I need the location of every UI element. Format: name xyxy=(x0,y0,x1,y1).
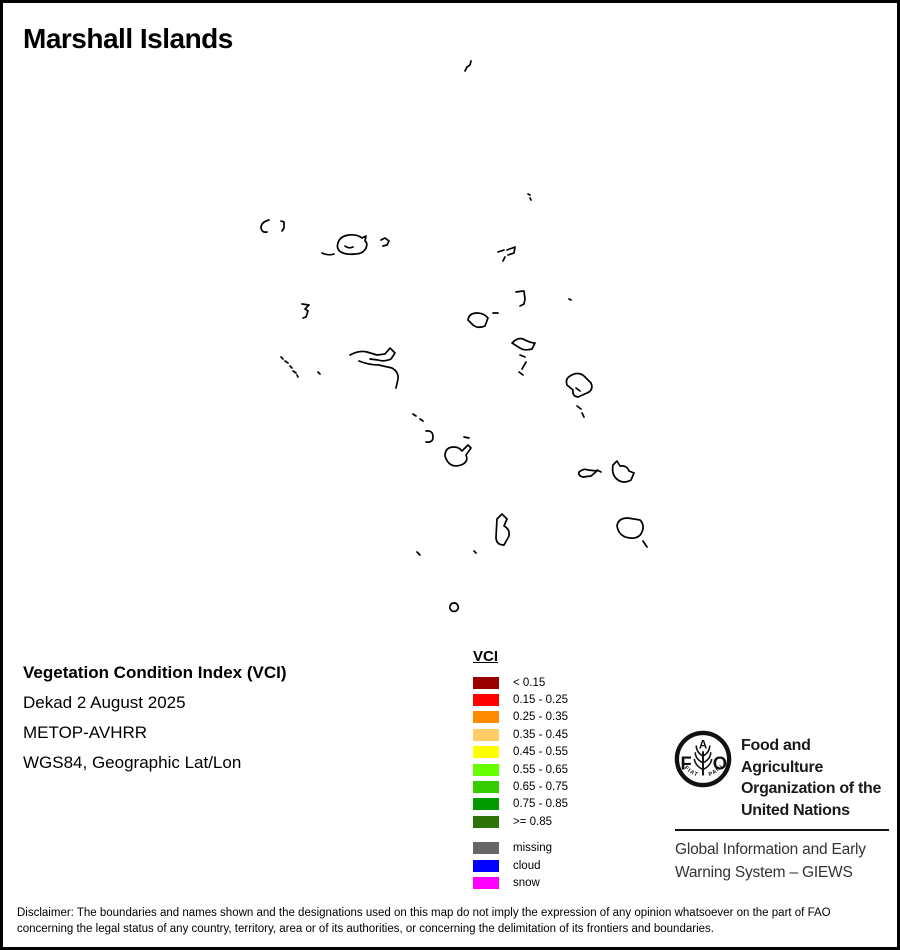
disclaimer-text: Disclaimer: The boundaries and names sho… xyxy=(17,906,889,937)
island-outline-atoll-11 xyxy=(280,356,299,378)
map-info-block: Vegetation Condition Index (VCI) Dekad 2… xyxy=(23,658,287,778)
legend-swatch xyxy=(473,746,499,759)
giews-line: Warning System – GIEWS xyxy=(675,864,853,881)
branding-divider xyxy=(675,829,889,831)
legend-label: 0.75 - 0.85 xyxy=(513,798,568,811)
island-outline-atoll-19 xyxy=(616,517,648,548)
island-outline-islet-5 xyxy=(412,413,424,422)
island-outline-atoll-2 xyxy=(527,193,532,201)
island-outline-atoll-17 xyxy=(611,460,635,483)
island-outline-atoll-5 xyxy=(380,237,390,247)
legend-swatch xyxy=(473,728,499,741)
island-outline-atoll-4 xyxy=(321,233,368,256)
island-outline-atoll-20 xyxy=(449,602,460,613)
legend-row: >= 0.85 xyxy=(473,813,568,830)
island-outline-atoll-13 xyxy=(565,372,593,418)
island-outline-atoll-14 xyxy=(425,430,434,443)
legend-row: < 0.15 xyxy=(473,674,568,691)
legend-row: 0.65 - 0.75 xyxy=(473,778,568,795)
page-title: Marshall Islands xyxy=(23,23,233,54)
fao-org-line: United Nations xyxy=(741,801,850,819)
vci-legend: VCI < 0.15 0.15 - 0.25 0.25 - 0.35 0.35 - 0… xyxy=(473,648,568,892)
island-outline-atoll-16 xyxy=(577,468,602,478)
island-outline-atoll-15 xyxy=(444,444,472,467)
legend-swatch xyxy=(473,781,499,794)
island-outline-atoll-18 xyxy=(495,513,510,546)
disclaimer-line: Disclaimer: The boundaries and names sho… xyxy=(17,907,831,919)
fao-org-name: Food and Agriculture Organization of the U… xyxy=(741,730,890,821)
legend-label: missing xyxy=(513,842,552,855)
legend-label: 0.15 - 0.25 xyxy=(513,694,568,707)
giews-label: Global Information and Early Warning Syst… xyxy=(675,838,890,884)
legend-swatch xyxy=(473,711,499,724)
legend-label: 0.25 - 0.35 xyxy=(513,711,568,724)
legend-row: cloud xyxy=(473,857,568,874)
legend-title: VCI xyxy=(473,648,499,665)
logo-letter-a: A xyxy=(699,738,708,751)
info-line: WGS84, Geographic Lat/Lon xyxy=(23,753,242,772)
giews-line: Global Information and Early xyxy=(675,841,866,858)
island-outline-islet-8 xyxy=(473,550,477,554)
legend-row: 0.25 - 0.35 xyxy=(473,709,568,726)
island-outline-atoll-6 xyxy=(497,246,516,262)
legend-label: < 0.15 xyxy=(513,676,546,689)
island-outline-atoll-7 xyxy=(301,303,310,319)
info-line: METOP-AVHRR xyxy=(23,723,148,742)
island-outline-islet-1 xyxy=(568,298,572,301)
island-outline-islet-7 xyxy=(416,551,421,556)
legend-swatch xyxy=(473,798,499,811)
fao-header: F A O FIAT PANIS Food and Agriculture Org… xyxy=(674,730,890,821)
island-outline-islet-6 xyxy=(463,436,470,439)
info-lines: Dekad 2 August 2025 METOP-AVHRR WGS84, Geo… xyxy=(23,688,287,778)
legend-label: >= 0.85 xyxy=(513,815,553,828)
legend-label: 0.55 - 0.65 xyxy=(513,763,568,776)
legend-label: 0.65 - 0.75 xyxy=(513,781,568,794)
logo-letter-o: O xyxy=(713,753,727,774)
island-outline-atoll-1 xyxy=(464,60,472,72)
legend-swatch xyxy=(473,815,499,828)
info-heading: Vegetation Condition Index (VCI) xyxy=(23,663,287,682)
fao-org-line: Food and Agriculture xyxy=(741,737,824,776)
island-outline-islet-4 xyxy=(317,371,321,375)
fao-branding-block: F A O FIAT PANIS Food and Agriculture Org… xyxy=(674,730,890,884)
legend-special-list: missing cloud snow xyxy=(473,840,568,892)
disclaimer-line: concerning the legal status of any count… xyxy=(17,922,714,935)
legend-row: 0.45 - 0.55 xyxy=(473,744,568,761)
legend-swatch xyxy=(473,676,499,689)
legend-label: 0.45 - 0.55 xyxy=(513,746,568,759)
legend-swatch xyxy=(473,763,499,776)
legend-row: 0.75 - 0.85 xyxy=(473,796,568,813)
island-outlines xyxy=(260,60,648,613)
legend-row: 0.55 - 0.65 xyxy=(473,761,568,778)
island-outline-atoll-9 xyxy=(467,312,489,329)
legend-label: snow xyxy=(513,876,540,889)
fao-logo-icon: F A O FIAT PANIS xyxy=(674,730,732,788)
legend-row: 0.35 - 0.45 xyxy=(473,726,568,743)
island-outline-atoll-8 xyxy=(515,290,526,307)
wheat-ear-icon xyxy=(693,745,713,771)
map-canvas xyxy=(260,60,648,613)
fao-org-line: Organization of the xyxy=(741,780,882,797)
legend-label: 0.35 - 0.45 xyxy=(513,728,568,741)
island-outline-islet-3 xyxy=(518,354,527,376)
legend-row: snow xyxy=(473,874,568,891)
legend-label: cloud xyxy=(513,859,541,872)
island-outline-atoll-3 xyxy=(260,219,285,234)
legend-swatch xyxy=(473,694,499,707)
island-outline-atoll-10 xyxy=(511,337,536,351)
legend-class-list: < 0.15 0.15 - 0.25 0.25 - 0.35 0.35 - 0.45 0… xyxy=(473,674,568,831)
legend-swatch xyxy=(473,842,499,855)
island-outline-atoll-12 xyxy=(349,347,399,389)
legend-swatch xyxy=(473,876,499,889)
info-line: Dekad 2 August 2025 xyxy=(23,693,186,712)
legend-row: 0.15 - 0.25 xyxy=(473,691,568,708)
legend-row: missing xyxy=(473,840,568,857)
logo-letter-f: F xyxy=(680,753,691,774)
legend-swatch xyxy=(473,859,499,872)
